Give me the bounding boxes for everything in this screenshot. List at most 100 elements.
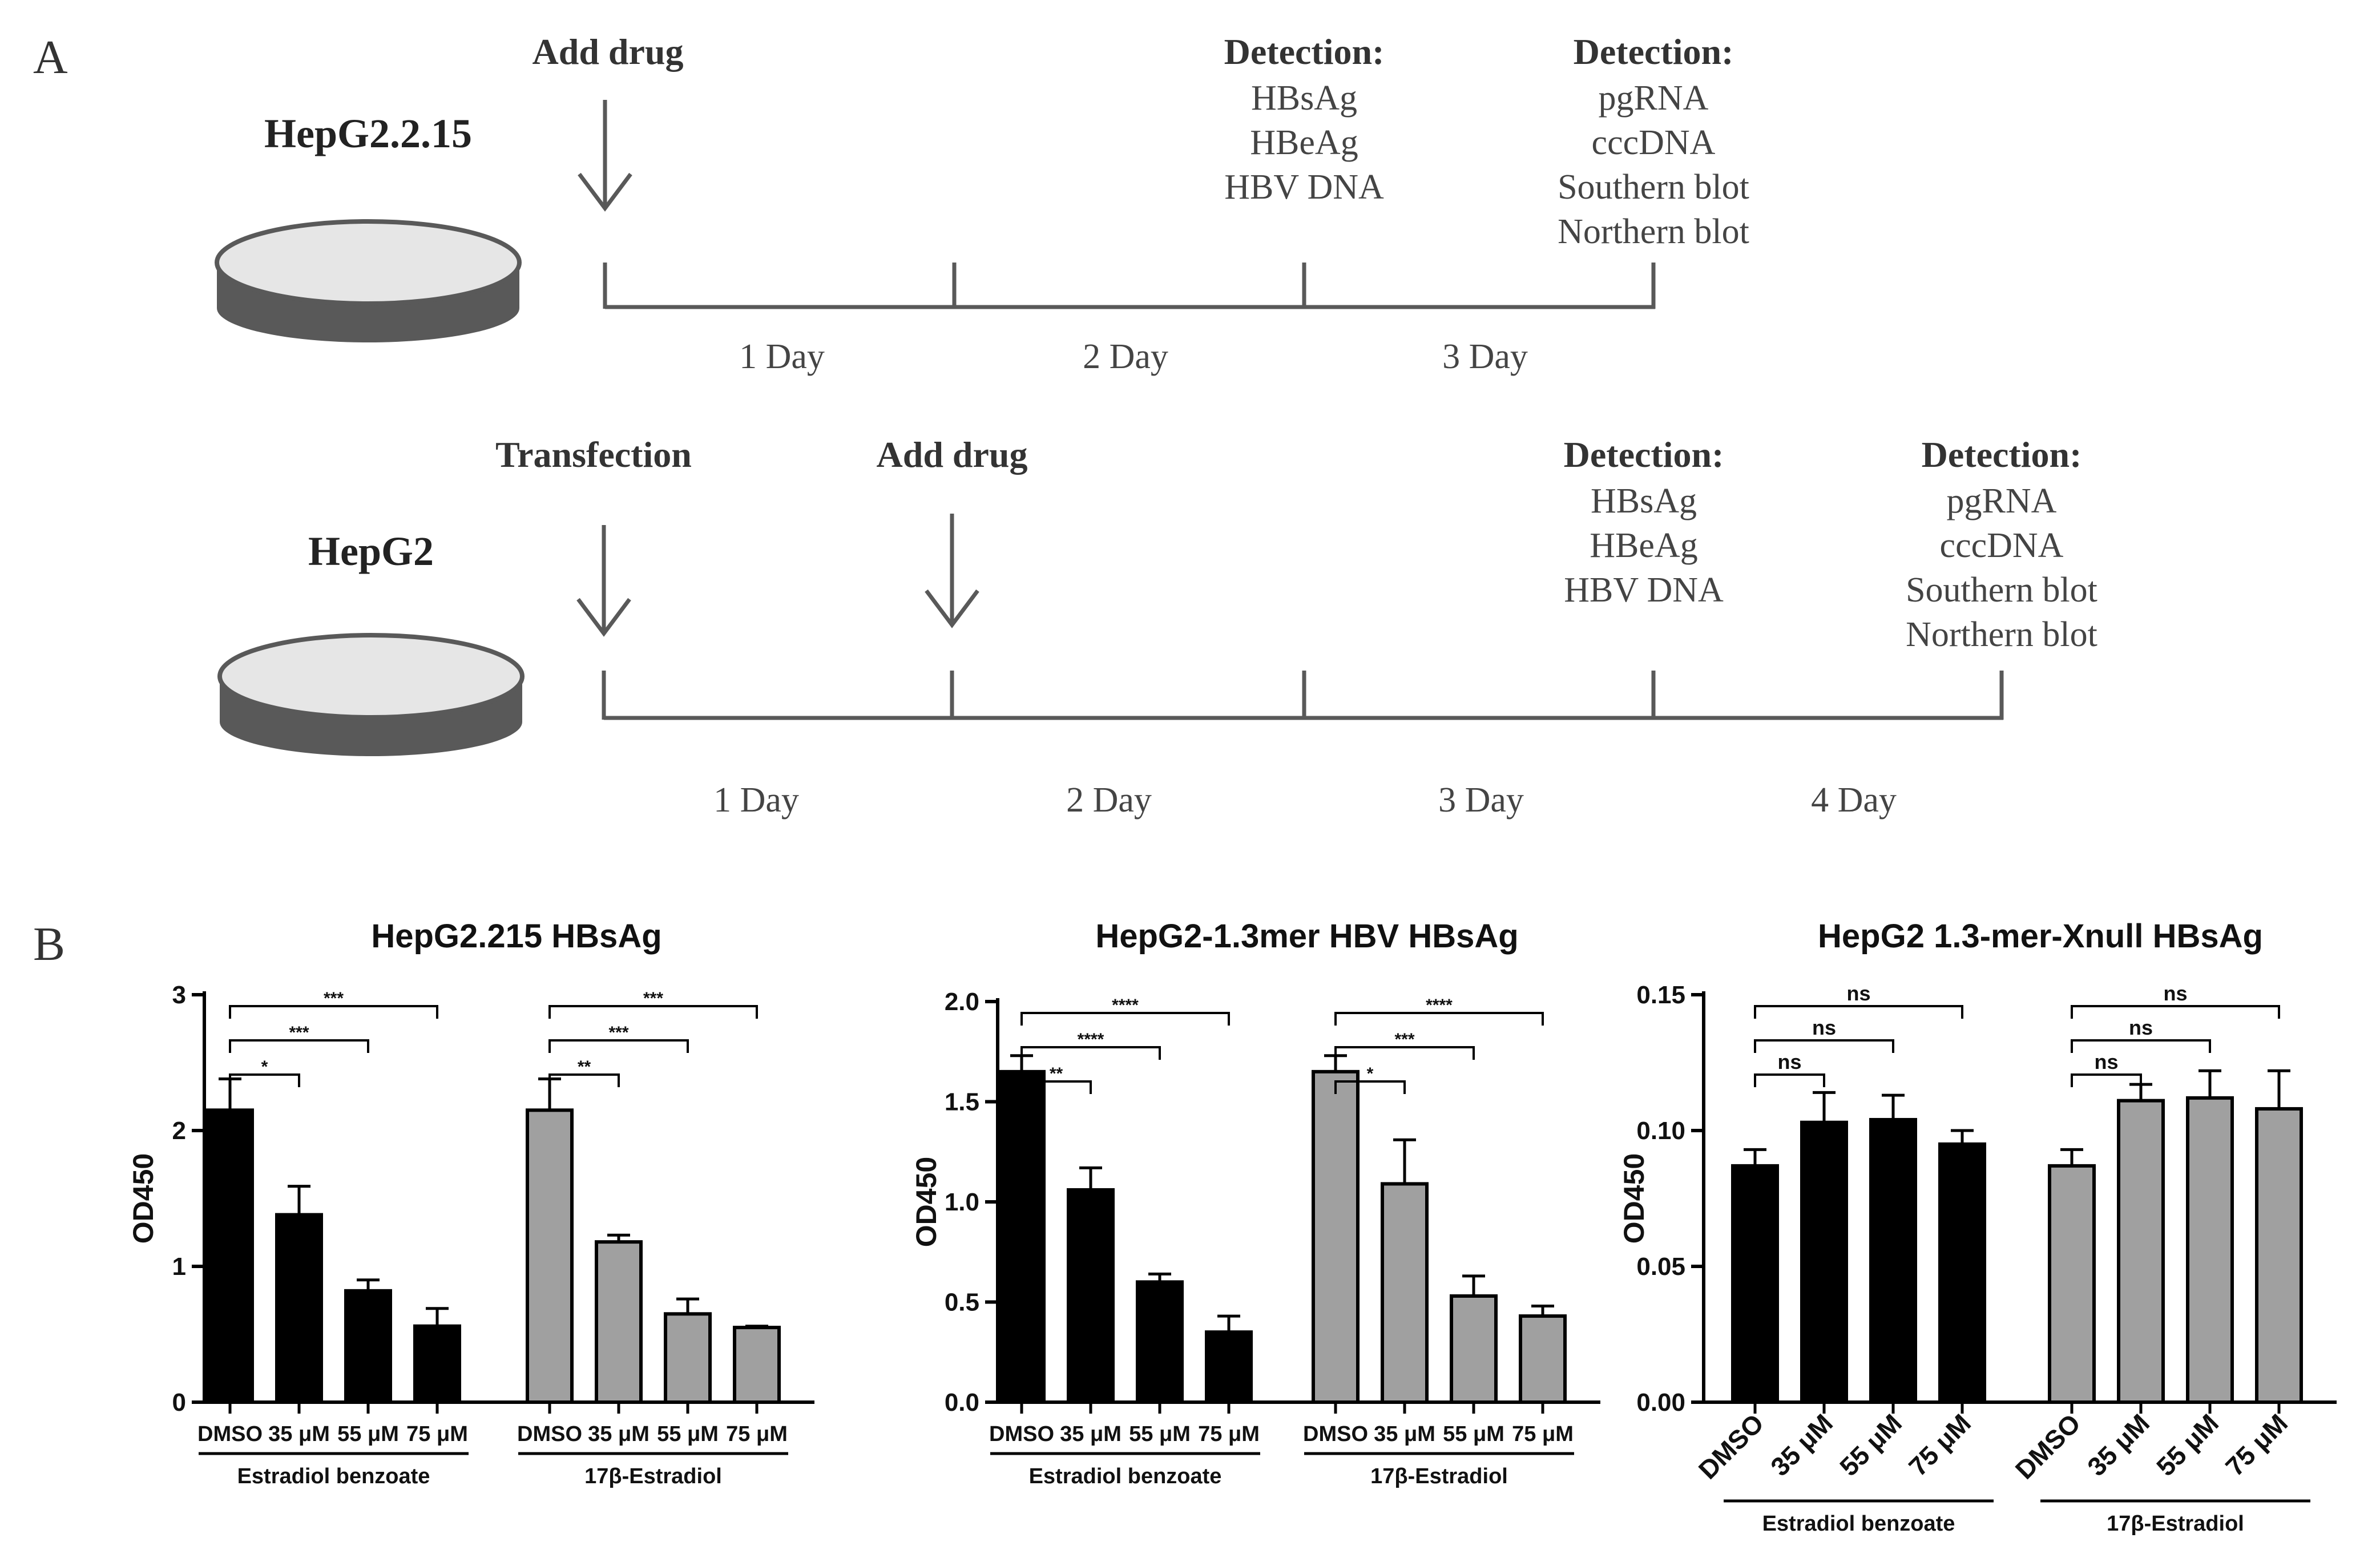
y-tick-label: 0.15 — [1636, 981, 1685, 1009]
x-tick-label: 55 μM — [337, 1422, 399, 1446]
y-tick-label: 0.5 — [945, 1289, 979, 1317]
top-detection1-line: HBsAg — [1251, 79, 1357, 118]
significance-label: ns — [1846, 982, 1870, 1005]
bar — [1869, 1117, 1917, 1404]
bottom-transfection-label: Transfection — [495, 434, 692, 475]
x-tick-label: DMSO — [197, 1422, 263, 1446]
y-tick-label: 0.05 — [1636, 1253, 1685, 1281]
chart-2: HepG2-1.3mer HBV HBsAg OD450 0.0 0.5 1.0 1.5 2… — [910, 918, 1600, 1488]
y-tick-label: 0 — [172, 1388, 186, 1416]
bottom-detection1-line: HBV DNA — [1564, 571, 1724, 610]
top-add-drug-label: Add drug — [533, 31, 684, 72]
bar — [1938, 1142, 1986, 1404]
top-detection2-title: Detection: — [1574, 31, 1734, 72]
bottom-add-drug-label: Add drug — [877, 434, 1028, 475]
significance-bracket — [548, 1073, 620, 1087]
significance-label: *** — [608, 1023, 628, 1042]
top-detection1-line: HBeAg — [1250, 123, 1358, 162]
bar — [275, 1213, 323, 1404]
y-tick-label: 0.0 — [945, 1388, 979, 1416]
top-detection1-title: Detection: — [1224, 31, 1385, 72]
top-day-label: 2 Day — [1083, 337, 1168, 376]
bar — [1205, 1330, 1253, 1404]
x-tick-label: 35 μM — [1060, 1422, 1122, 1446]
top-day-label: 1 Day — [739, 337, 825, 376]
bottom-detection1-line: HBeAg — [1590, 526, 1697, 565]
bottom-detection1-line: HBsAg — [1591, 482, 1697, 520]
bar — [733, 1326, 781, 1404]
x-tick-label: 55 μM — [2151, 1408, 2224, 1482]
x-tick-label: 55 μM — [657, 1422, 719, 1446]
y-tick-label: 0.00 — [1636, 1388, 1685, 1416]
bar — [998, 1069, 1046, 1404]
y-tick-label: 2 — [172, 1117, 186, 1145]
bar — [2048, 1164, 2096, 1404]
bar — [206, 1108, 254, 1404]
significance-bracket — [2071, 1073, 2142, 1087]
top-day-label: 3 Day — [1442, 337, 1528, 376]
bottom-detection2-line: cccDNA — [1940, 526, 2064, 565]
significance-bracket — [1334, 1046, 1475, 1060]
bar — [1381, 1182, 1429, 1404]
chart-3: HepG2 1.3-mer-Xnull HBsAg OD450 0.00 0.05 0.… — [1618, 918, 2337, 1536]
bar — [1800, 1120, 1848, 1404]
top-detection2-line: Southern blot — [1558, 168, 1749, 207]
bottom-detection2-line: Southern blot — [1906, 571, 2097, 610]
top-detection2-line: Northern blot — [1558, 212, 1749, 251]
significance-bracket — [1754, 1073, 1825, 1087]
y-tick-label: 1.5 — [945, 1088, 979, 1116]
bottom-day-label: 4 Day — [1811, 781, 1897, 820]
bar — [344, 1289, 392, 1404]
group-label: Estradiol benzoate — [237, 1464, 430, 1488]
x-tick-label: DMSO — [1303, 1422, 1368, 1446]
significance-label: ** — [1050, 1064, 1063, 1083]
top-detection2-line: cccDNA — [1592, 123, 1716, 162]
significance-label: ns — [1777, 1050, 1801, 1073]
chart-title: HepG2 1.3-mer-Xnull HBsAg — [1818, 918, 2263, 955]
significance-bracket — [1020, 1080, 1092, 1094]
y-tick-label: 3 — [172, 981, 186, 1009]
x-tick-label: 55 μM — [1443, 1422, 1504, 1446]
significance-label: * — [1367, 1064, 1374, 1083]
bar — [2255, 1107, 2303, 1404]
bottom-detection1-title: Detection: — [1564, 434, 1724, 475]
bar — [1067, 1188, 1115, 1404]
x-tick-label: DMSO — [989, 1422, 1054, 1446]
x-tick-label: DMSO — [1693, 1408, 1769, 1484]
significance-label: *** — [643, 989, 663, 1008]
x-tick-label: DMSO — [2010, 1408, 2086, 1484]
significance-label: *** — [324, 989, 344, 1008]
group-label: Estradiol benzoate — [1762, 1512, 1955, 1536]
bar — [2186, 1096, 2234, 1404]
significance-bracket — [2071, 1005, 2280, 1019]
significance-label: **** — [1426, 996, 1453, 1015]
x-tick-label: 75 μM — [1512, 1422, 1574, 1446]
significance-bracket — [1754, 1039, 1894, 1053]
bottom-day-label: 3 Day — [1438, 781, 1524, 820]
x-tick-label: DMSO — [517, 1422, 582, 1446]
significance-label: ** — [578, 1057, 591, 1076]
bottom-detection2-title: Detection: — [1922, 434, 2082, 475]
y-axis-label: OD450 — [910, 1157, 942, 1247]
significance-label: ns — [2094, 1050, 2118, 1073]
x-tick-label: 75 μM — [406, 1422, 468, 1446]
significance-label: ns — [1812, 1016, 1836, 1039]
significance-label: *** — [1394, 1030, 1414, 1049]
significance-bracket — [1754, 1005, 1963, 1019]
top-detection1-line: HBV DNA — [1224, 168, 1384, 207]
significance-bracket — [229, 1073, 300, 1087]
group-label: 17β-Estradiol — [2107, 1512, 2244, 1536]
significance-label: ns — [2129, 1016, 2153, 1039]
cell-line-hepg2215: HepG2.2.15 — [264, 111, 472, 156]
group-label: 17β-Estradiol — [584, 1464, 722, 1488]
x-tick-label: 55 μM — [1834, 1408, 1907, 1482]
bottom-day-label: 1 Day — [713, 781, 799, 820]
chart-title: HepG2.215 HBsAg — [371, 918, 661, 955]
significance-bracket — [548, 1039, 689, 1053]
y-axis-label: OD450 — [1618, 1153, 1650, 1244]
x-tick-label: 75 μM — [1903, 1408, 1976, 1482]
bar — [526, 1108, 574, 1404]
significance-bracket — [1020, 1012, 1230, 1026]
